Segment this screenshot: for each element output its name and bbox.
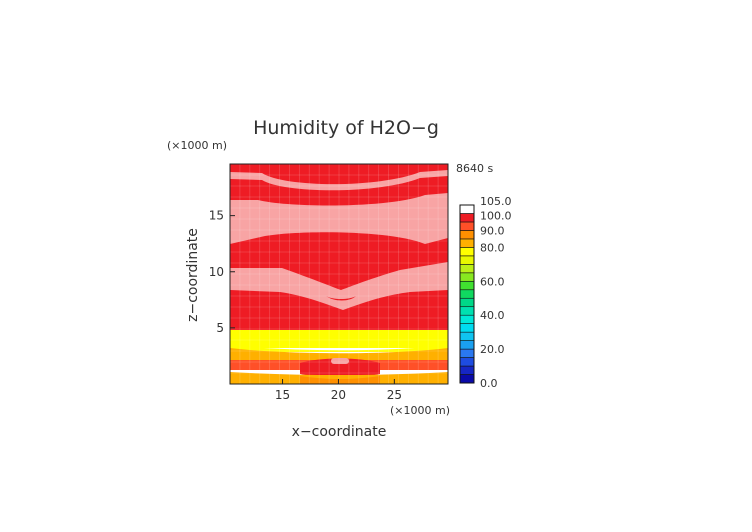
colorbar-band xyxy=(459,374,475,384)
region-lower-band xyxy=(230,262,448,310)
colorbar-band xyxy=(459,306,475,316)
colorbar-band xyxy=(459,204,475,214)
colorbar-band xyxy=(459,272,475,282)
colorbar-label: 90.0 xyxy=(480,224,505,237)
colorbar-frame xyxy=(459,204,475,384)
y-axis-ticks: 5 10 15 xyxy=(209,209,235,335)
y-unit-label: (×1000 m) xyxy=(167,139,227,152)
grid-lines xyxy=(230,164,448,384)
colorbar-band xyxy=(459,331,475,341)
region-central-band xyxy=(230,193,448,244)
region-yellow-lower xyxy=(230,345,448,352)
chart-title: Humidity of H2O−g xyxy=(253,117,439,139)
colorbar-label: 80.0 xyxy=(480,241,505,254)
colorbar-band xyxy=(459,348,475,358)
x-tick-label: 25 xyxy=(387,388,402,402)
region-red-blob xyxy=(300,358,380,377)
colorbar-band xyxy=(459,247,475,257)
region-orange-layer xyxy=(230,348,448,362)
x-axis-label: x−coordinate xyxy=(292,424,387,440)
region-pink-spot xyxy=(331,358,349,364)
colorbar-label: 40.0 xyxy=(480,309,505,322)
time-label: 8640 s xyxy=(456,162,493,175)
colorbar-label: 60.0 xyxy=(480,275,505,288)
x-unit-label: (×1000 m) xyxy=(390,404,450,417)
colorbar-band xyxy=(459,238,475,248)
region-yellow-layer xyxy=(230,330,448,348)
colorbar-label: 20.0 xyxy=(480,343,505,356)
region-upper-arc xyxy=(230,170,448,191)
colorbar-band xyxy=(459,297,475,308)
y-tick-label: 5 xyxy=(216,321,224,335)
colorbar xyxy=(459,204,475,384)
colorbar-label: 0.0 xyxy=(480,377,498,390)
plot-frame xyxy=(229,163,449,385)
colorbar-band xyxy=(459,230,475,240)
region-lower-notch xyxy=(326,296,356,301)
colorbar-label: 100.0 xyxy=(480,209,512,222)
x-axis-ticks: 15 20 25 xyxy=(275,379,402,402)
y-tick-label: 10 xyxy=(209,265,224,279)
y-tick-label: 15 xyxy=(209,209,224,223)
colorbar-band xyxy=(459,255,475,265)
colorbar-band xyxy=(459,221,475,231)
colorbar-band xyxy=(459,314,475,324)
colorbar-band xyxy=(459,264,475,274)
colorbar-band xyxy=(459,340,475,350)
colorbar-band xyxy=(459,323,475,333)
colorbar-band xyxy=(459,280,475,291)
y-axis-label: z−coordinate xyxy=(185,228,201,322)
x-tick-label: 15 xyxy=(275,388,290,402)
colorbar-band xyxy=(459,365,475,375)
colorbar-band xyxy=(459,357,475,367)
region-bottom-orange xyxy=(230,372,448,384)
heatmap-field xyxy=(230,164,448,384)
colorbar-label: 105.0 xyxy=(480,195,512,208)
region-bottom-darkorange xyxy=(300,376,380,384)
colorbar-band xyxy=(459,213,475,223)
colorbar-band xyxy=(459,289,475,299)
x-tick-label: 20 xyxy=(331,388,346,402)
